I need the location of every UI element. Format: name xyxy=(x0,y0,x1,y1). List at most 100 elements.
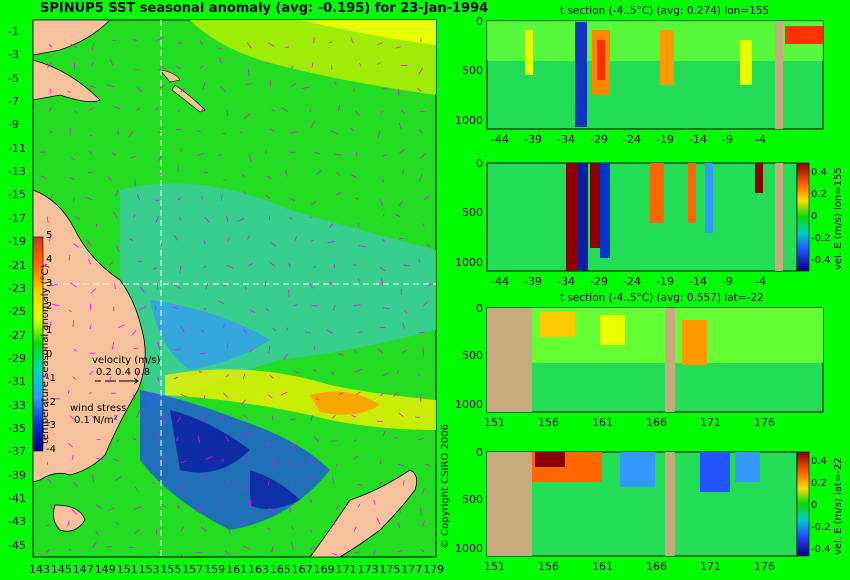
velocity-vector xyxy=(180,88,185,93)
velocity-vector xyxy=(353,526,357,532)
velocity-vector xyxy=(351,414,356,418)
velocity-vector xyxy=(357,503,361,508)
velocity-vector xyxy=(51,303,60,307)
velocity-vector xyxy=(90,62,94,67)
velocity-vector xyxy=(247,235,251,240)
x-tick: -44 xyxy=(491,275,509,288)
velocity-vector xyxy=(194,506,202,513)
velocity-vector xyxy=(373,549,376,555)
lon-tick: 159 xyxy=(204,563,226,576)
velocity-vector xyxy=(244,286,248,290)
velocity-vector xyxy=(398,237,404,240)
x-tick: -24 xyxy=(623,275,641,288)
velocity-vector xyxy=(290,65,294,69)
lat-tick: -31 xyxy=(8,375,26,389)
lon-tick: 153 xyxy=(138,563,160,576)
x-tick: -19 xyxy=(656,133,674,146)
velocity-vector xyxy=(358,245,366,248)
velocity-vector xyxy=(315,398,319,401)
velocity-vector xyxy=(382,154,387,157)
x-tick: 171 xyxy=(700,560,721,573)
colorbar-tick: 4 xyxy=(46,253,53,265)
velocity-vector xyxy=(373,499,376,505)
velocity-vector xyxy=(175,65,181,70)
lat-tick: -23 xyxy=(8,281,26,295)
velocity-vector xyxy=(379,460,382,465)
velocity-vector xyxy=(309,216,313,219)
velocity-vector xyxy=(199,40,203,45)
velocity-vector xyxy=(242,328,247,334)
velocity-vector xyxy=(116,245,120,252)
velocity-vector xyxy=(133,529,140,535)
lon-tick: 151 xyxy=(116,563,138,576)
velocity-vector xyxy=(90,86,97,88)
lat-tick: -25 xyxy=(8,305,26,319)
velocity-vector xyxy=(174,348,181,351)
velocity-vector xyxy=(403,264,410,267)
velocity-vector xyxy=(236,218,245,223)
velocity-vector xyxy=(420,549,425,552)
lon-tick: 165 xyxy=(269,563,291,576)
velocity-vector xyxy=(354,197,359,200)
depth-tick: 0 xyxy=(476,302,483,315)
velocity-vector xyxy=(403,480,405,486)
velocity-vector xyxy=(139,286,145,293)
velocity-vector xyxy=(377,42,383,46)
velocity-vector xyxy=(377,348,384,354)
velocity-vector xyxy=(157,342,161,350)
velocity-vector xyxy=(382,213,385,217)
velocity-colorbar-tick: -0.4 xyxy=(811,255,831,266)
velocity-vector xyxy=(396,370,400,375)
velocity-vector xyxy=(200,352,207,355)
velocity-vector xyxy=(222,392,228,398)
velocity-vector xyxy=(109,58,114,66)
velocity-vector xyxy=(177,505,180,509)
map-title: SPINUP5 SST seasonal anomaly (avg: -0.19… xyxy=(40,1,489,16)
velocity-vector xyxy=(377,130,381,139)
velocity-vector xyxy=(96,458,104,461)
colorbar-tick: -3 xyxy=(46,420,56,432)
velocity-vector xyxy=(48,44,53,48)
velocity-vector xyxy=(85,196,92,201)
velocity-vector xyxy=(111,341,115,350)
velocity-vector xyxy=(131,330,137,336)
velocity-vector xyxy=(309,477,312,481)
velocity-vector xyxy=(420,508,422,516)
velocity-vector xyxy=(271,415,274,420)
velocity-vector xyxy=(420,153,427,159)
velocity-vector xyxy=(376,62,381,66)
velocity-vector xyxy=(353,304,361,306)
wind-stress-scale: 0.1 N/m² xyxy=(74,415,118,426)
velocity-vector xyxy=(290,525,294,530)
velocity-vector xyxy=(271,545,274,553)
velocity-vector xyxy=(198,371,203,373)
velocity-vector xyxy=(226,265,234,269)
velocity-vector xyxy=(152,481,156,485)
velocity-vector xyxy=(157,155,163,161)
velocity-vector xyxy=(419,331,425,334)
velocity-vector xyxy=(116,438,120,443)
colorbar-tick: 0 xyxy=(46,349,53,360)
velocity-vectors xyxy=(39,36,433,558)
velocity-vector xyxy=(134,486,139,492)
velocity-vector xyxy=(382,307,391,309)
velocity-vector xyxy=(329,223,334,228)
lat-tick: -1 xyxy=(8,25,19,38)
velocity-vector xyxy=(294,236,298,242)
velocity-vector xyxy=(160,503,166,508)
velocity-colorbar-tick: 0.4 xyxy=(811,456,827,467)
colorbar-tick: -1 xyxy=(46,372,56,384)
velocity-vector xyxy=(288,462,295,466)
velocity-vector xyxy=(272,327,276,331)
velocity-vector xyxy=(418,258,421,263)
velocity-vector xyxy=(176,416,182,422)
velocity-vector xyxy=(203,307,207,311)
velocity-vector xyxy=(309,283,314,289)
velocity-vector xyxy=(354,368,362,373)
x-tick: 156 xyxy=(538,416,559,429)
velocity-vector xyxy=(227,237,230,243)
velocity-vector xyxy=(161,416,166,424)
velocity-colorbar-tick: -0.4 xyxy=(811,544,831,555)
velocity-vector xyxy=(350,37,354,44)
velocity-vector xyxy=(350,174,358,179)
